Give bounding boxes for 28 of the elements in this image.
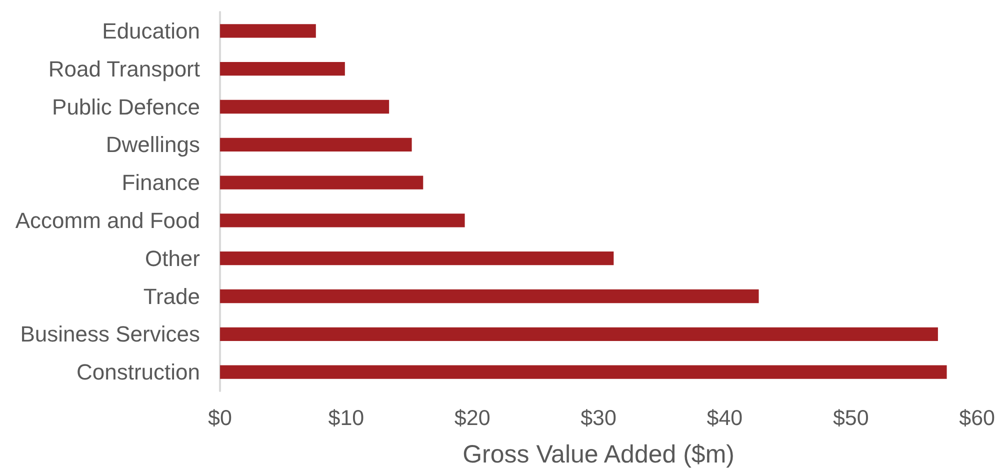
x-tick-label: $30 <box>580 406 617 430</box>
y-tick-label: Finance <box>122 170 200 196</box>
y-tick-label: Business Services <box>20 322 200 347</box>
bar <box>220 176 424 190</box>
y-tick-label: Dwellings <box>106 132 200 158</box>
bar <box>220 100 390 114</box>
x-tick-label: $60 <box>959 406 996 430</box>
y-tick-label: Accomm and Food <box>15 208 200 233</box>
y-tick-label: Construction <box>76 360 200 385</box>
x-tick-label: $0 <box>208 406 232 430</box>
y-tick-label: Education <box>102 18 200 44</box>
y-tick-label: Trade <box>143 284 200 309</box>
y-tick-label: Other <box>144 246 200 271</box>
y-tick-label: Road Transport <box>48 56 200 82</box>
bar <box>220 62 345 76</box>
bar <box>220 365 947 379</box>
x-tick-label: $40 <box>706 406 743 430</box>
bar <box>220 327 938 341</box>
bar <box>220 252 614 266</box>
x-tick-label: $10 <box>328 406 364 430</box>
bar <box>220 289 759 304</box>
bar <box>220 138 412 152</box>
bar <box>220 214 465 228</box>
y-tick-label: Public Defence <box>52 94 200 120</box>
x-axis-title: Gross Value Added ($m) <box>462 440 734 468</box>
bar <box>220 24 316 38</box>
x-tick-label: $20 <box>454 406 490 430</box>
x-tick-label: $50 <box>832 406 869 430</box>
